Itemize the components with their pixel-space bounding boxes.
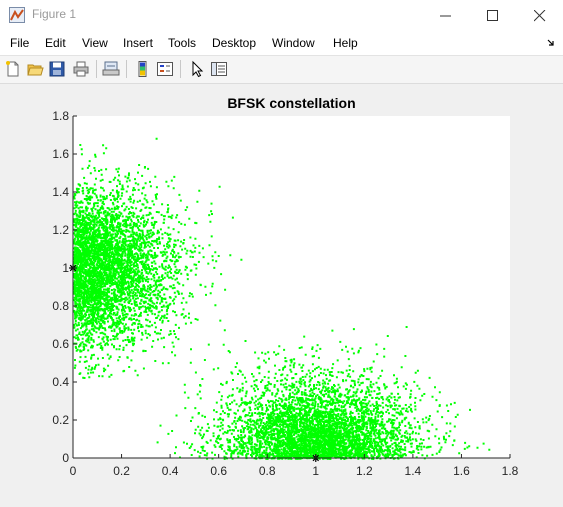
x-tick-label: 0.2 — [113, 464, 130, 478]
y-tick-label: 0 — [62, 451, 69, 465]
x-tick-label: 1 — [312, 464, 319, 478]
bfsk-scatter-plot[interactable]: 0 0.2 0.4 0.6 0.8 1 1.2 1.4 1.6 1.8 0 0.2 0.4 0.6 0.8 1… — [0, 84, 563, 502]
figure-canvas: 0 0.2 0.4 0.6 0.8 1 1.2 1.4 1.6 1.8 0 0.2 0.4 0.6 0.8 1… — [0, 84, 563, 502]
x-tick-label: 0.4 — [162, 464, 179, 478]
open-file-icon[interactable] — [26, 60, 44, 78]
chart-title: BFSK constellation — [227, 95, 355, 111]
maximize-icon — [487, 10, 498, 21]
scatter-points — [73, 137, 243, 379]
cluster-2 — [156, 326, 491, 460]
print-figure-icon[interactable] — [72, 60, 90, 78]
y-tick-label: 0.4 — [52, 375, 69, 389]
menu-insert[interactable]: Insert — [123, 36, 154, 50]
scatter-points — [156, 326, 491, 460]
title-bar[interactable]: Figure 1 — [0, 0, 563, 31]
menu-help[interactable]: Help — [333, 36, 358, 50]
toolbar-separator — [96, 60, 97, 78]
x-tick-label: 0.6 — [210, 464, 227, 478]
y-tick-label: 0.2 — [52, 413, 69, 427]
window-title: Figure 1 — [32, 7, 77, 21]
menu-edit[interactable]: Edit — [45, 36, 66, 50]
toolbar-separator — [180, 60, 181, 78]
y-tick-label: 1.4 — [52, 185, 69, 199]
x-tick-label: 0 — [70, 464, 77, 478]
figure-toolbar — [0, 56, 563, 84]
y-tick-label: 1 — [62, 261, 69, 275]
dock-arrow-icon[interactable] — [547, 39, 555, 47]
x-tick-label: 1.2 — [356, 464, 373, 478]
cluster-1 — [73, 137, 243, 379]
maximize-button[interactable] — [469, 0, 515, 31]
axes: 0 0.2 0.4 0.6 0.8 1 1.2 1.4 1.6 1.8 0 0.2 0.4 0.6 0.8 1… — [52, 109, 518, 478]
y-tick-label: 1.2 — [52, 223, 69, 237]
menu-file[interactable]: File — [10, 36, 30, 50]
y-tick-label: 0.8 — [52, 299, 69, 313]
x-tick-label: 1.8 — [502, 464, 519, 478]
y-tick-label: 0.6 — [52, 337, 69, 351]
menu-desktop[interactable]: Desktop — [212, 36, 257, 50]
property-inspector-icon[interactable] — [210, 60, 228, 78]
new-figure-icon[interactable] — [4, 60, 22, 78]
insert-legend-icon[interactable] — [156, 60, 174, 78]
insert-colorbar-icon[interactable] — [134, 60, 152, 78]
y-tick-label: 1.8 — [52, 109, 69, 123]
close-icon — [534, 10, 546, 22]
menu-view[interactable]: View — [82, 36, 108, 50]
minimize-icon — [440, 15, 451, 17]
y-tick-label: 1.6 — [52, 147, 69, 161]
edit-plot-arrow-icon[interactable] — [188, 60, 206, 78]
x-tick-label: 0.8 — [259, 464, 276, 478]
minimize-button[interactable] — [422, 0, 468, 31]
menu-window[interactable]: Window — [272, 36, 315, 50]
menu-bar: File Edit View Insert Tools Desktop Wind… — [0, 31, 563, 56]
toolbar-separator — [126, 60, 127, 78]
matlab-figure-icon — [9, 7, 25, 23]
x-tick-label: 1.4 — [405, 464, 422, 478]
link-plot-icon[interactable] — [102, 60, 120, 78]
x-tick-label: 1.6 — [453, 464, 470, 478]
scatter-points-layer — [73, 137, 491, 460]
save-figure-icon[interactable] — [48, 60, 66, 78]
close-button[interactable] — [516, 0, 562, 31]
menu-tools[interactable]: Tools — [168, 36, 197, 50]
